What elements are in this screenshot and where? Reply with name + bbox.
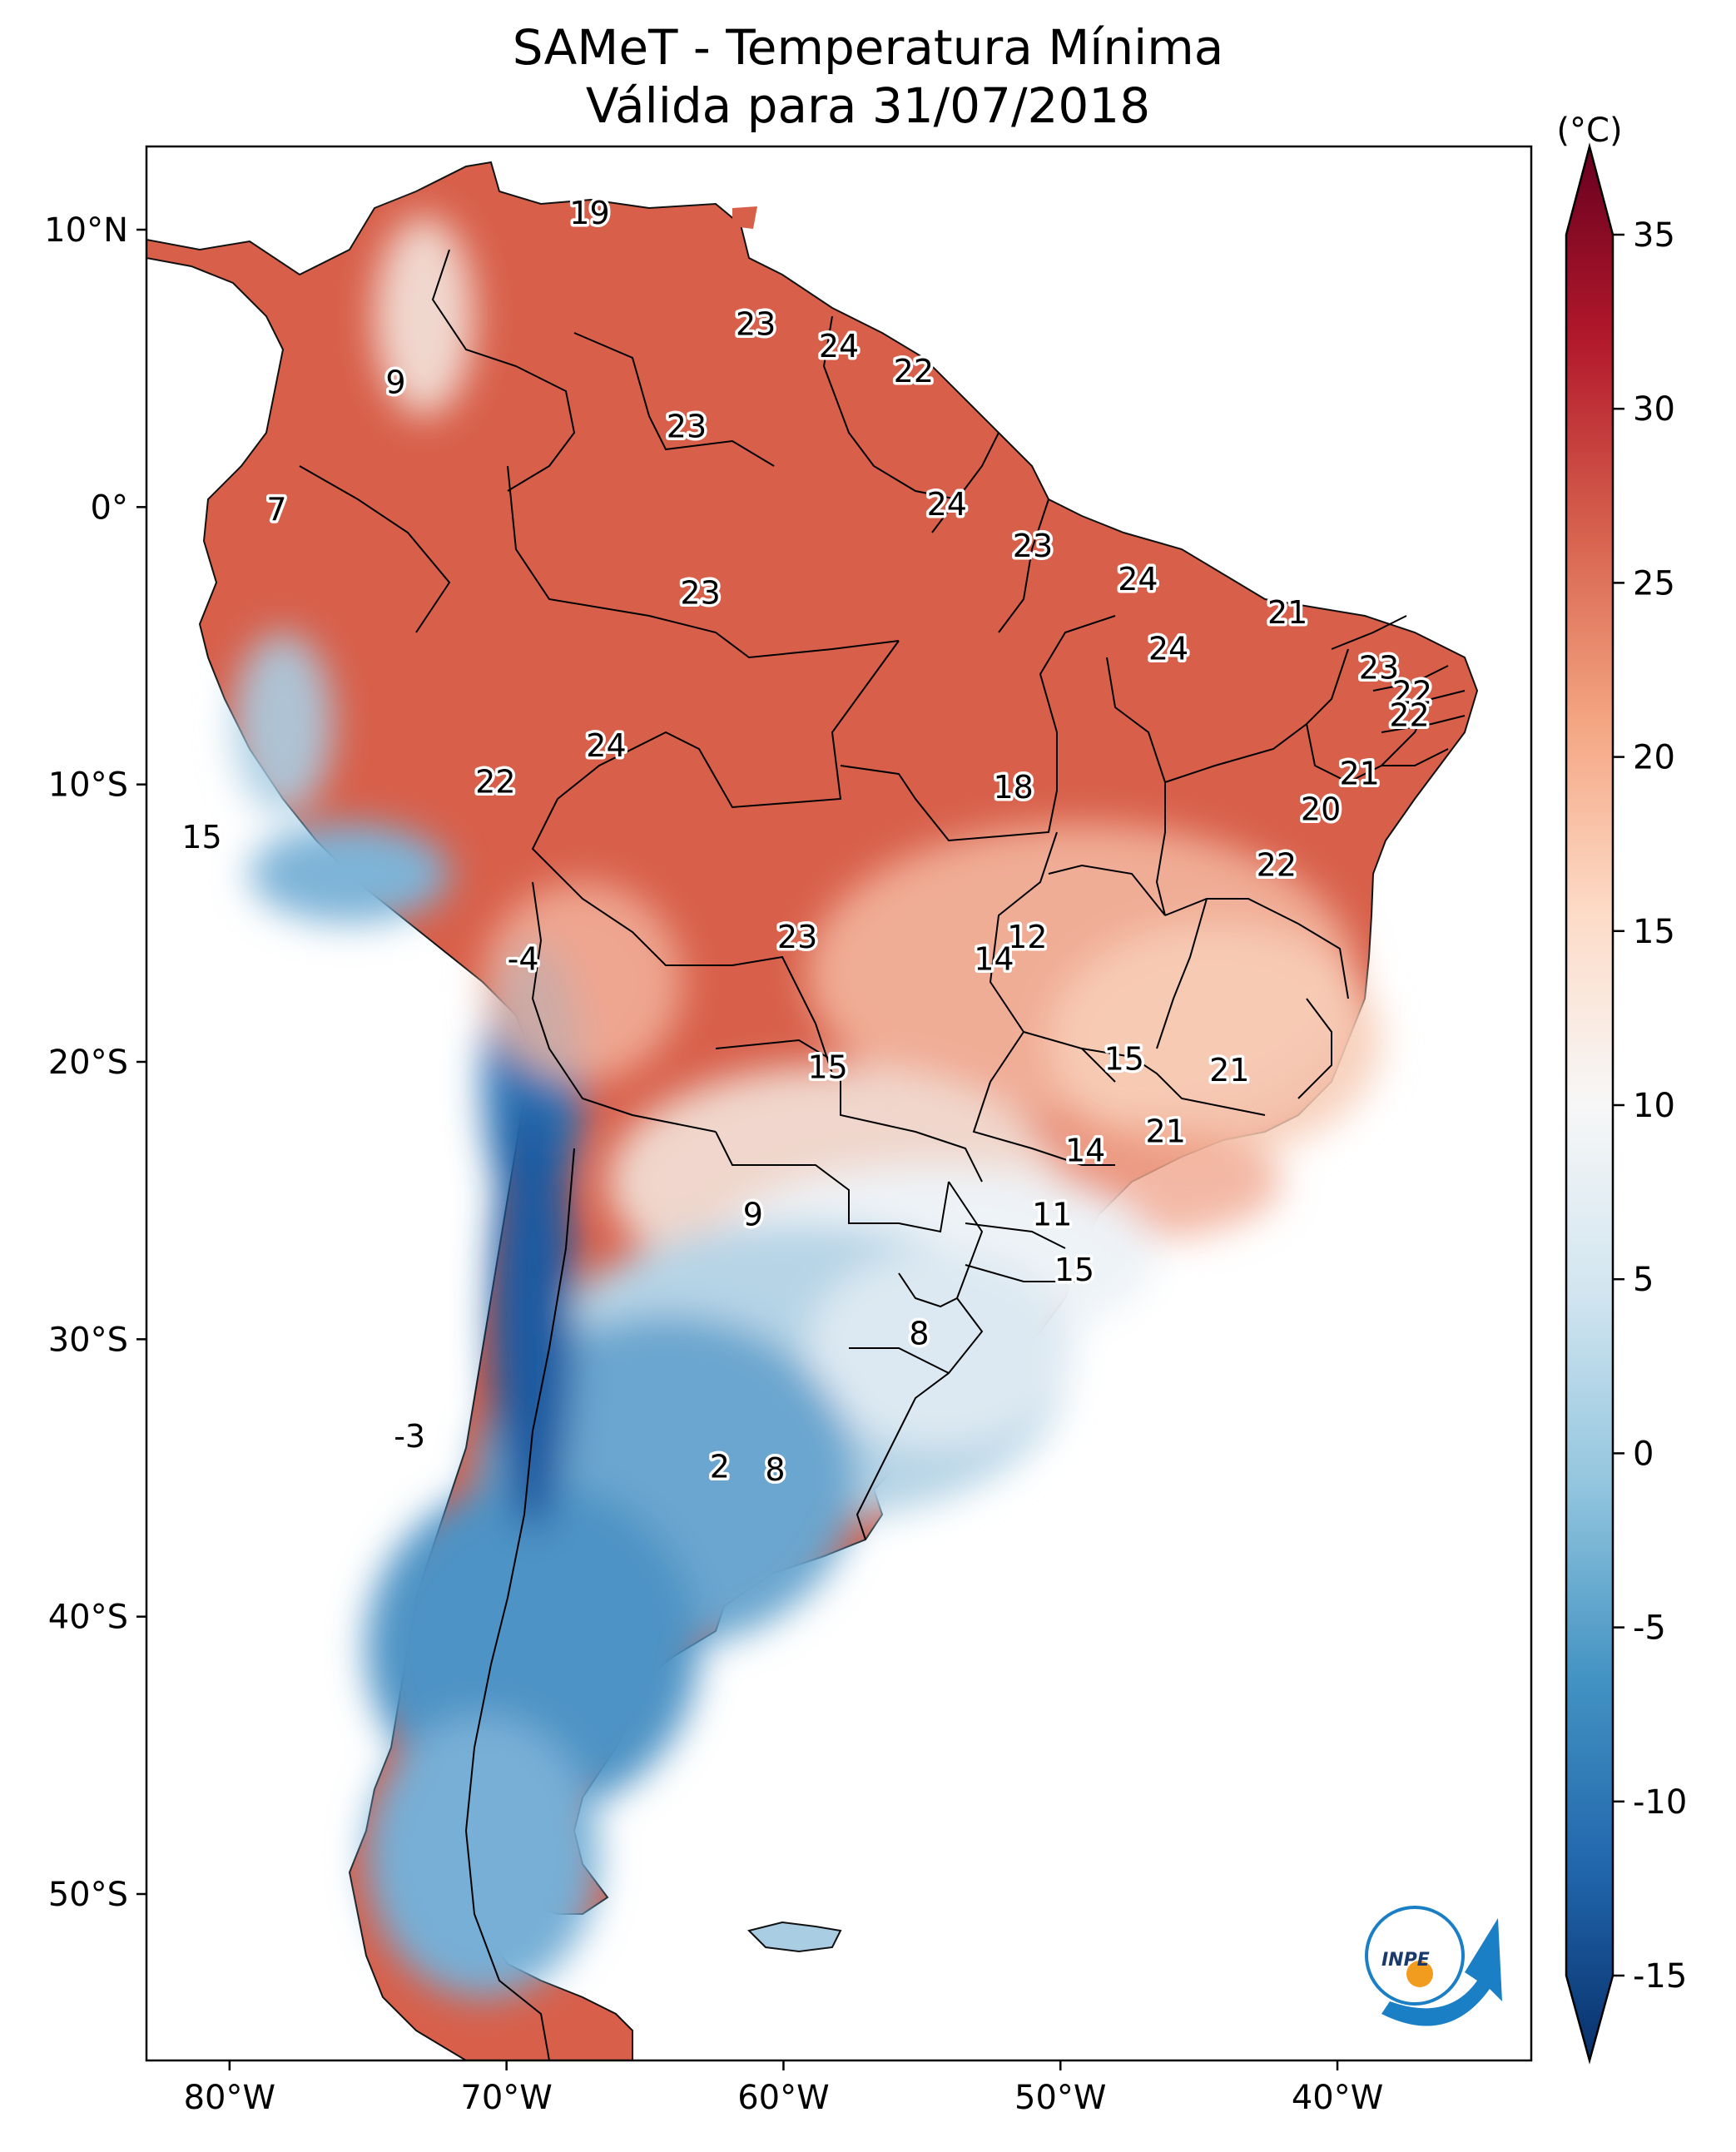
colorbar-tick-label: 0 [1633, 1435, 1654, 1473]
temperature-field [233, 216, 1381, 1997]
colorbar-tick-label: 20 [1633, 739, 1675, 777]
temperature-label: 22 [1389, 697, 1429, 733]
colorbar-tick-label: 5 [1633, 1261, 1654, 1299]
title-line-1: SAMeT - Temperatura Mínima [512, 19, 1224, 76]
temperature-label: 21 [1339, 755, 1379, 791]
colorbar-tick-label: 15 [1633, 913, 1675, 951]
caribbean-islands [732, 206, 757, 229]
temperature-label: 19 [569, 195, 609, 231]
temperature-label: 8 [765, 1451, 785, 1488]
map-area [146, 161, 1479, 2060]
temperature-label: 21 [1146, 1113, 1186, 1149]
temperature-label: 21 [1267, 594, 1307, 631]
temperature-label: 11 [1032, 1196, 1072, 1232]
temperature-label: -4 [508, 941, 539, 978]
lat-tick-label: 20°S [48, 1044, 128, 1082]
colorbar-tick-label: 25 [1633, 564, 1675, 602]
colorbar-scale [1565, 142, 1614, 2065]
temperature-label: 9 [385, 364, 405, 400]
temperature-label: 21 [1209, 1052, 1249, 1088]
lat-tick-label: 10°S [48, 766, 128, 805]
lon-tick-label: 40°W [1292, 2079, 1383, 2117]
temperature-label: 20 [1301, 791, 1341, 828]
temperature-label: 23 [777, 919, 817, 955]
temperature-label: 24 [927, 486, 967, 523]
temperature-label: 23 [680, 575, 720, 612]
lon-tick-label: 60°W [737, 2079, 829, 2117]
colorbar-tick-label: 10 [1633, 1087, 1675, 1125]
colorbar-ticks: 35 30 25 20 15 10 5 0 -5 -10 -15 [1613, 216, 1687, 1996]
lon-tick-label: 50°W [1014, 2079, 1106, 2117]
lon-tick-label: 80°W [184, 2079, 275, 2117]
temperature-label: 22 [1392, 675, 1432, 712]
colorbar-tick-label: -5 [1633, 1609, 1666, 1648]
country-borders [299, 249, 1466, 2060]
inpe-logo-text: INPE [1381, 1950, 1430, 1971]
temperature-label: 15 [808, 1049, 848, 1086]
lat-tick-label: 50°S [48, 1876, 128, 1914]
lat-tick-label: 0° [91, 488, 128, 527]
colorbar-tick-label: 35 [1633, 216, 1675, 255]
temperature-label: 23 [667, 409, 707, 445]
temperature-label: 15 [1054, 1252, 1094, 1288]
colorbar-tick-label: 30 [1633, 390, 1675, 429]
inpe-logo-swoosh [1381, 1918, 1502, 2026]
longitude-axis: 80°W 70°W 60°W 50°W 40°W [184, 2060, 1383, 2117]
falkland-islands [747, 1921, 842, 1953]
latitude-axis: 10°N 0° 10°S 20°S 30°S 40°S 50°S [44, 211, 146, 1914]
temperature-label: 14 [1065, 1133, 1105, 1169]
temperature-label: 22 [1257, 846, 1297, 883]
temperature-label: 12 [1007, 919, 1047, 955]
lon-tick-label: 70°W [460, 2079, 552, 2117]
lat-tick-label: 10°N [44, 211, 128, 250]
temperature-label: 15 [181, 819, 221, 855]
temperature-label: 18 [993, 769, 1033, 806]
colorbar: (°C) 35 30 25 20 15 10 5 0 -5 -10 -15 [1556, 112, 1687, 2065]
temperature-label: 24 [1148, 630, 1188, 667]
temperature-label: 15 [1104, 1041, 1144, 1078]
colorbar-unit: (°C) [1556, 112, 1622, 150]
temperature-label: 23 [736, 305, 776, 342]
temperature-label: 9 [743, 1196, 763, 1232]
inpe-logo-dot [1406, 1961, 1433, 1987]
colorbar-tick-label: -15 [1633, 1957, 1687, 1996]
temperature-label: 23 [1013, 528, 1053, 564]
temperature-label: 24 [819, 328, 859, 364]
inpe-logo: INPE [1365, 1906, 1502, 2026]
temperature-label: 24 [586, 727, 626, 764]
temperature-label: -3 [394, 1418, 425, 1455]
temperature-label: 22 [894, 353, 934, 389]
temperature-label: 8 [909, 1316, 929, 1352]
map-frame [145, 145, 1533, 2062]
temperature-label: 23 [1359, 650, 1399, 687]
colorbar-tick-label: -10 [1633, 1783, 1687, 1822]
map-title: SAMeT - Temperatura Mínima Válida para 3… [0, 18, 1736, 135]
temperature-label: 24 [1118, 561, 1158, 598]
temperature-label: 7 [266, 492, 286, 528]
title-line-2: Válida para 31/07/2018 [585, 77, 1151, 134]
temperature-label: 22 [475, 763, 515, 800]
lat-tick-label: 40°S [48, 1599, 128, 1637]
lat-tick-label: 30°S [48, 1321, 128, 1359]
temperature-label: 14 [974, 941, 1014, 978]
inpe-logo-circle [1365, 1906, 1465, 2006]
temperature-label: 2 [710, 1449, 730, 1485]
